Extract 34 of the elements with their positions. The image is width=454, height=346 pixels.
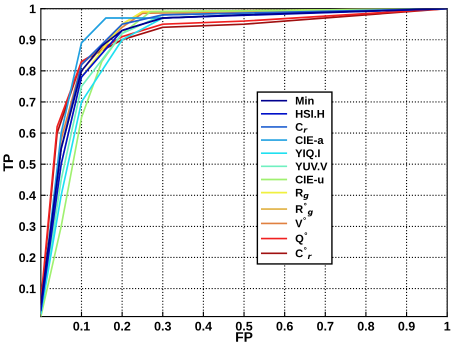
legend-label: CIE-u — [296, 176, 324, 184]
y-tick-label: 0.7 — [19, 98, 36, 107]
x-tick-label: 0.4 — [195, 322, 212, 331]
x-tick-label: 0.9 — [398, 322, 415, 331]
legend-label: R$^{°}$$_{g}$ — [296, 202, 313, 216]
legend-label: R$_{g}$ — [296, 188, 309, 200]
legend-label: HSI.H — [296, 110, 324, 118]
x-tick-label: 0.6 — [276, 322, 293, 331]
legend-label: YIQ.I — [295, 149, 320, 160]
legend-label: Q$^{°}$ — [296, 232, 308, 245]
y-tick-label: 0.6 — [19, 128, 36, 138]
y-tick-label: 0.8 — [19, 66, 36, 76]
legend-label: C$^{°}$$_{r}$ — [296, 247, 312, 260]
y-tick-label: 0.4 — [19, 191, 36, 200]
x-tick-label: 1 — [444, 322, 450, 331]
x-tick-label: 0.8 — [358, 322, 374, 331]
x-tick-label: 0.1 — [73, 322, 90, 331]
legend-label: C$_{r}$ — [296, 123, 308, 133]
x-tick-label: 0.5 — [236, 322, 252, 331]
y-tick-label: 0.5 — [19, 160, 36, 169]
y-axis-title: TP — [3, 154, 13, 172]
y-tick-label: 0.9 — [19, 36, 36, 44]
x-tick-label: 0.3 — [154, 322, 171, 331]
x-tick-label: 0.2 — [114, 322, 130, 331]
x-tick-label: 0.7 — [317, 322, 334, 331]
legend-label: YUV.V — [295, 162, 328, 170]
x-axis-title: FP — [236, 332, 252, 342]
legend-label: Min — [296, 96, 314, 105]
y-tick-label: 0.1 — [19, 284, 36, 294]
y-tick-label: 0.3 — [19, 222, 36, 232]
legend-label: V$^{°}$ — [295, 217, 306, 228]
legend-label: CIE-a — [296, 136, 324, 144]
y-tick-label: 0.2 — [19, 253, 36, 262]
y-tick-label: 1 — [30, 4, 36, 14]
